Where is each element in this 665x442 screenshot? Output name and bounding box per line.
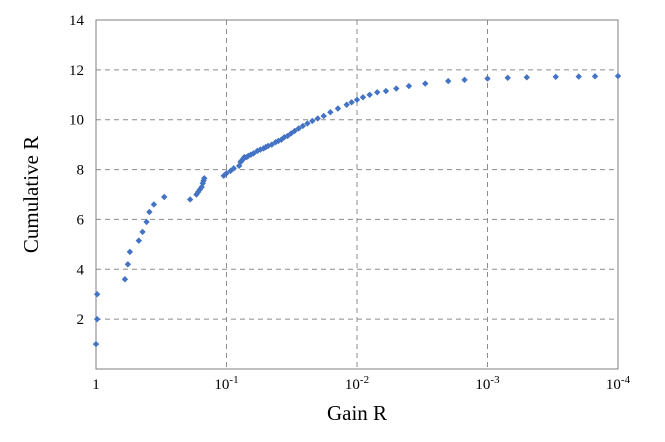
data-point xyxy=(92,340,100,348)
data-point xyxy=(461,76,468,84)
data-point xyxy=(575,73,582,80)
data-point xyxy=(353,96,361,103)
data-point xyxy=(146,208,153,216)
x-tick-label: 1 xyxy=(92,377,100,393)
x-tick-label: 10-1 xyxy=(214,374,238,393)
y-tick-label: 6 xyxy=(77,212,85,228)
data-point xyxy=(382,87,390,95)
data-point xyxy=(320,112,327,120)
data-point xyxy=(591,73,599,80)
data-point xyxy=(194,188,202,196)
data-point xyxy=(161,193,168,201)
data-point xyxy=(393,85,400,92)
x-tick-label: 10-4 xyxy=(606,374,631,393)
data-point xyxy=(186,196,194,203)
y-axis-title: Cumulative R xyxy=(19,136,43,253)
data-points xyxy=(92,72,622,348)
plot-area-frame xyxy=(95,19,619,370)
data-point xyxy=(260,145,267,152)
gridlines xyxy=(96,20,618,369)
data-point xyxy=(366,91,373,98)
data-point xyxy=(309,117,316,125)
data-point xyxy=(422,80,429,87)
data-point xyxy=(257,146,264,153)
data-point xyxy=(196,186,204,193)
data-point xyxy=(223,170,230,177)
data-point xyxy=(504,74,511,82)
data-point xyxy=(327,109,334,116)
data-point xyxy=(93,291,101,298)
data-point xyxy=(230,165,237,172)
x-tick-label: 10-2 xyxy=(345,374,369,393)
data-point xyxy=(359,94,367,101)
x-tick-label: 10-3 xyxy=(475,374,500,393)
data-point xyxy=(374,89,381,96)
data-point xyxy=(121,276,129,283)
y-tick-labels: 2 4 6 8 10 12 14 xyxy=(69,13,85,328)
data-point xyxy=(291,127,298,135)
data-point xyxy=(552,73,559,81)
data-point xyxy=(150,201,158,208)
data-point xyxy=(304,120,311,127)
data-point xyxy=(201,175,208,182)
data-point xyxy=(484,75,491,82)
y-tick-label: 10 xyxy=(69,113,84,129)
y-tick-label: 4 xyxy=(77,262,85,278)
y-tick-label: 8 xyxy=(77,163,85,179)
data-point xyxy=(268,141,275,148)
data-point xyxy=(124,261,132,268)
data-point xyxy=(405,82,413,90)
data-point xyxy=(445,77,452,85)
data-point xyxy=(523,74,530,81)
data-point xyxy=(299,122,307,130)
x-axis-title: Gain R xyxy=(327,401,387,425)
data-point xyxy=(93,315,101,323)
data-point xyxy=(343,101,350,108)
data-point xyxy=(139,228,146,236)
y-tick-label: 2 xyxy=(77,312,85,328)
data-point xyxy=(126,248,134,256)
data-point xyxy=(295,125,302,132)
data-point xyxy=(314,115,321,122)
data-point xyxy=(199,180,206,187)
data-point xyxy=(614,72,622,80)
data-point xyxy=(135,237,142,244)
data-point xyxy=(143,218,150,226)
y-tick-label: 12 xyxy=(69,63,84,79)
x-tick-labels: 1 10-1 10-2 10-3 10-4 xyxy=(92,374,630,393)
data-point xyxy=(348,99,355,106)
data-point xyxy=(334,105,342,112)
y-tick-label: 14 xyxy=(69,13,85,29)
